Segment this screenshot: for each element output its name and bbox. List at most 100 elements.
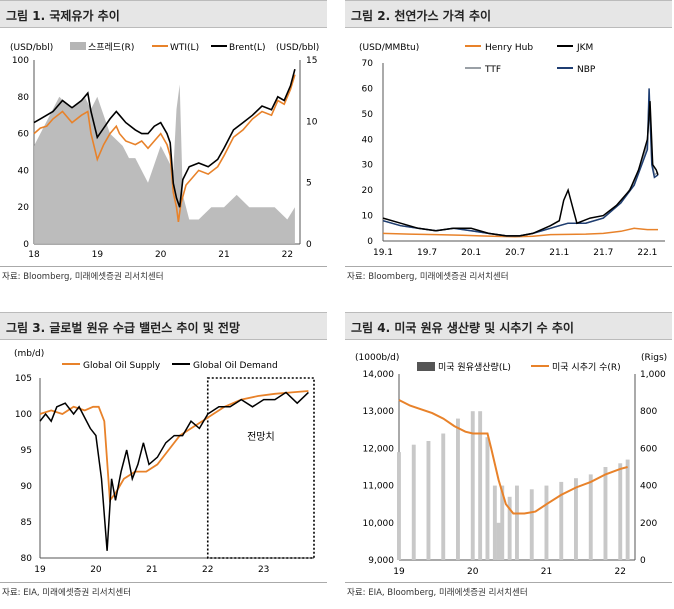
chart-panel-2: 그림 2. 천연가스 가격 추이 (USD/MMBtu) Henry Hub JKM… — [345, 0, 672, 297]
series-line-wti — [33, 74, 296, 223]
production-bar — [426, 441, 431, 560]
source-divider — [0, 582, 327, 583]
x-tick-label: 22 — [202, 565, 213, 575]
legend-label-ttf: TTF — [484, 65, 501, 75]
chart-panel-3: 그림 3. 글로벌 원유 수급 밸런스 추이 및 전망 (mb/d) Global… — [0, 312, 327, 609]
y-tick-label-right: 1,000 — [640, 370, 666, 380]
series-area-spread — [34, 84, 295, 244]
legend-swatch-production — [417, 362, 435, 371]
series-line-nbp — [382, 88, 659, 237]
production-bar — [485, 437, 490, 560]
production-bar — [544, 485, 549, 560]
source-note: 자료: Bloomberg, 미래에셋증권 리서치센터 — [2, 272, 164, 282]
legend-label-production: 미국 원유생산량(L) — [438, 361, 511, 373]
y-tick-label: 100 — [15, 410, 32, 420]
source-divider — [345, 266, 672, 267]
x-tick-label: 21.1 — [549, 248, 569, 258]
chart-panel-1: 그림 1. 국제유가 추이 (USD/bbl) (USD/bbl) 스프레드(R) W… — [0, 0, 327, 297]
legend-label-jkm: JKM — [576, 43, 593, 53]
y-axis-unit-left: (USD/bbl) — [10, 43, 53, 53]
y-tick-label: 20 — [362, 186, 374, 196]
chart-title-bar: 그림 2. 천연가스 가격 추이 — [345, 0, 672, 28]
series-line-demand — [39, 391, 309, 551]
y-axis-unit-left: (1000b/d) — [355, 353, 399, 363]
y-tick-label-left: 40 — [18, 166, 30, 176]
production-bar — [625, 459, 630, 560]
source-note: 자료: EIA, 미래에셋증권 리서치센터 — [2, 588, 132, 598]
y-tick-label-left: 13,000 — [363, 407, 395, 417]
series-line-rigs — [398, 399, 628, 515]
y-tick-label-right: 15 — [306, 56, 317, 66]
y-tick-label-right: 0 — [306, 240, 312, 250]
production-bar — [411, 444, 416, 560]
legend-label-henry-hub: Henry Hub — [485, 43, 533, 53]
chart-title: 그림 4. 미국 원유 생산량 및 시추기 수 추이 — [351, 321, 574, 335]
source-divider — [345, 582, 672, 583]
x-tick-label: 21 — [146, 565, 157, 575]
x-tick-label: 18 — [28, 250, 40, 260]
x-tick-label: 20 — [467, 567, 479, 577]
production-bar — [559, 481, 564, 560]
x-tick-label: 19.1 — [373, 248, 393, 258]
x-tick-label: 20.7 — [505, 248, 525, 258]
series-line-brent — [33, 68, 296, 208]
y-tick-label-right: 10 — [306, 117, 318, 127]
y-tick-label-left: 0 — [23, 240, 29, 250]
series-line-jkm — [382, 101, 659, 237]
x-tick-label: 21 — [541, 567, 552, 577]
chart-title-bar: 그림 4. 미국 원유 생산량 및 시추기 수 추이 — [345, 312, 672, 340]
legend-label-rigs: 미국 시추기 수(R) — [552, 362, 621, 373]
x-tick-label: 22 — [282, 250, 293, 260]
y-tick-label-right: 800 — [640, 407, 657, 417]
oil-balance-chart: (mb/d) Global Oil Supply Global Oil Demand… — [14, 349, 315, 575]
y-tick-label-right: 400 — [640, 482, 657, 492]
forecast-box — [206, 377, 315, 559]
oil-price-chart: (USD/bbl) (USD/bbl) 스프레드(R) WTI(L) Brent(L) 1… — [10, 42, 319, 260]
production-bar — [478, 411, 483, 560]
x-tick-label: 19 — [34, 565, 46, 575]
legend-swatch-spread — [70, 42, 86, 50]
y-tick-label: 80 — [21, 554, 33, 564]
source-note: 자료: Bloomberg, 미래에셋증권 리서치센터 — [347, 272, 509, 282]
y-tick-label-right: 0 — [640, 556, 646, 566]
production-bar — [507, 496, 512, 560]
y-tick-label: 105 — [15, 374, 32, 384]
x-tick-label: 22.1 — [637, 248, 657, 258]
y-tick-label-left: 11,000 — [363, 482, 395, 492]
chart-title-bar: 그림 1. 국제유가 추이 — [0, 0, 327, 28]
series-line-ttf — [382, 98, 659, 237]
production-bar — [603, 467, 608, 560]
y-tick-label-left: 80 — [18, 93, 30, 103]
chart-title: 그림 1. 국제유가 추이 — [6, 9, 120, 23]
legend-label-spread: 스프레드(R) — [88, 42, 134, 53]
series-line-henry-hub — [382, 227, 658, 238]
source-divider — [0, 266, 327, 267]
y-axis-unit-right: (USD/bbl) — [276, 43, 319, 53]
production-bar — [441, 433, 446, 560]
x-tick-label: 20.1 — [461, 248, 481, 258]
y-tick-label-left: 60 — [18, 130, 30, 140]
production-bar — [492, 485, 497, 560]
y-tick-label: 95 — [21, 446, 32, 456]
production-bar — [515, 485, 519, 560]
us-production-chart: (1000b/d) (Rigs) 미국 원유생산량(L) 미국 시추기 수(R) 14,… — [355, 353, 667, 577]
forecast-label: 전망치 — [247, 431, 275, 443]
legend-label-brent: Brent(L) — [229, 43, 265, 53]
production-bar — [618, 463, 623, 560]
production-bar — [588, 474, 593, 560]
y-axis-unit: (mb/d) — [14, 349, 44, 359]
y-tick-label-left: 9,000 — [368, 556, 394, 566]
chart-title-bar: 그림 3. 글로벌 원유 수급 밸런스 추이 및 전망 — [0, 312, 327, 340]
y-tick-label-left: 20 — [18, 203, 30, 213]
chart-title: 그림 3. 글로벌 원유 수급 밸런스 추이 및 전망 — [6, 321, 241, 335]
y-tick-label: 85 — [21, 518, 32, 528]
y-axis-unit: (USD/MMBtu) — [359, 43, 419, 53]
natural-gas-chart: (USD/MMBtu) Henry Hub JKM TTF NBP 70 60 50 40 30 2… — [359, 43, 665, 258]
legend-label-wti: WTI(L) — [170, 43, 199, 53]
y-tick-label-left: 12,000 — [363, 444, 395, 454]
y-tick-label: 70 — [362, 59, 374, 69]
x-tick-label: 23 — [258, 565, 269, 575]
y-tick-label: 0 — [367, 237, 373, 247]
production-bar — [470, 411, 475, 560]
y-tick-label-left: 100 — [12, 56, 29, 66]
